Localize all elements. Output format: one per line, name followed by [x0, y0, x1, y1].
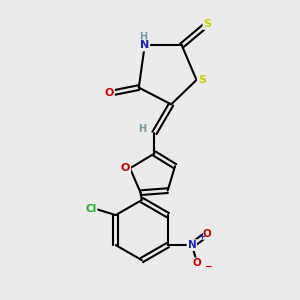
Text: N: N — [140, 40, 149, 50]
Text: S: S — [203, 19, 211, 29]
Text: +: + — [198, 232, 206, 241]
Text: S: S — [198, 75, 206, 85]
Text: H: H — [138, 124, 146, 134]
Text: Cl: Cl — [85, 204, 97, 214]
Text: O: O — [105, 88, 114, 98]
Text: O: O — [193, 258, 202, 268]
Text: −: − — [204, 262, 211, 271]
Text: H: H — [139, 32, 147, 42]
Text: O: O — [121, 163, 130, 173]
Text: N: N — [188, 240, 196, 250]
Text: O: O — [203, 229, 212, 239]
